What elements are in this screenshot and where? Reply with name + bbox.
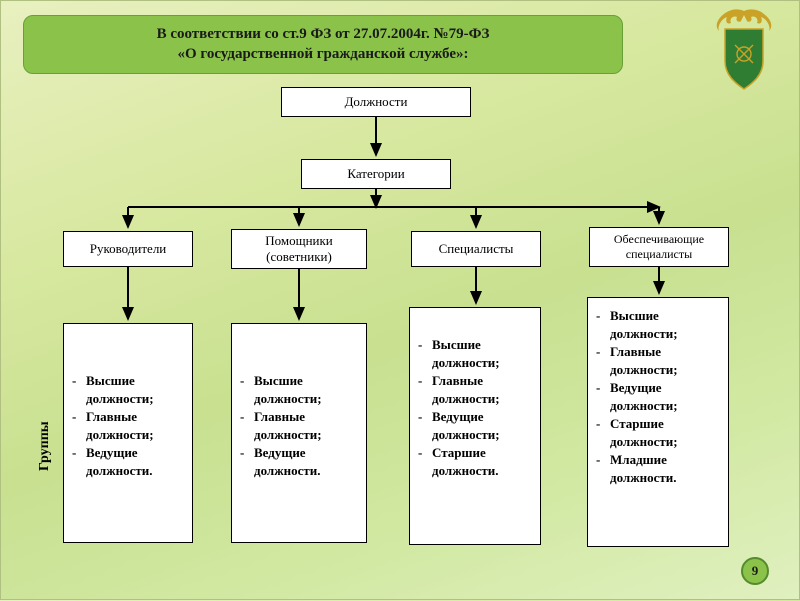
header-line2: «О государственной гражданской службе»: [38, 44, 608, 64]
group-list-item: Главные должности; [600, 343, 722, 378]
node-category-label: Обеспечивающие специалисты [594, 232, 724, 262]
group-list-item: Старшие должности; [600, 415, 722, 450]
node-category-label: Специалисты [439, 241, 514, 257]
group-list-item: Высшие должности; [422, 336, 534, 371]
emblem-icon [705, 5, 783, 93]
group-list-item: Ведущие должности; [422, 408, 534, 443]
page-number: 9 [752, 563, 759, 579]
group-list-item: Ведущие должности. [76, 444, 186, 479]
group-list-ul: Высшие должности;Главные должности;Ведущ… [600, 307, 722, 486]
group-list-item: Высшие должности; [244, 372, 360, 407]
group-list-item: Главные должности; [76, 408, 186, 443]
group-list-ul: Высшие должности;Главные должности;Ведущ… [422, 336, 534, 479]
node-category-label: Руководители [90, 241, 167, 257]
node-root-label: Должности [345, 94, 408, 110]
group-list: Высшие должности;Главные должности;Ведущ… [231, 323, 367, 543]
node-category: Обеспечивающие специалисты [589, 227, 729, 267]
group-list-item: Главные должности; [422, 372, 534, 407]
page-number-badge: 9 [741, 557, 769, 585]
header-banner: В соответствии со ст.9 ФЗ от 27.07.2004г… [23, 15, 623, 74]
group-list-item: Старшие должности. [422, 444, 534, 479]
header-line1: В соответствии со ст.9 ФЗ от 27.07.2004г… [38, 24, 608, 44]
node-categories-label: Категории [347, 166, 404, 182]
group-list-item: Младшие должности. [600, 451, 722, 486]
node-category: Руководители [63, 231, 193, 267]
node-category: Специалисты [411, 231, 541, 267]
group-list-ul: Высшие должности;Главные должности;Ведущ… [76, 372, 186, 479]
group-list-item: Ведущие должности; [600, 379, 722, 414]
node-category: Помощники (советники) [231, 229, 367, 269]
group-list-item: Высшие должности; [76, 372, 186, 407]
node-categories: Категории [301, 159, 451, 189]
node-category-label: Помощники (советники) [236, 233, 362, 265]
group-list: Высшие должности;Главные должности;Ведущ… [409, 307, 541, 545]
groups-axis-label: Группы [37, 421, 53, 471]
group-list-ul: Высшие должности;Главные должности;Ведущ… [244, 372, 360, 479]
group-list-item: Главные должности; [244, 408, 360, 443]
group-list: Высшие должности;Главные должности;Ведущ… [587, 297, 729, 547]
group-list: Высшие должности;Главные должности;Ведущ… [63, 323, 193, 543]
node-root: Должности [281, 87, 471, 117]
group-list-item: Ведущие должности. [244, 444, 360, 479]
group-list-item: Высшие должности; [600, 307, 722, 342]
